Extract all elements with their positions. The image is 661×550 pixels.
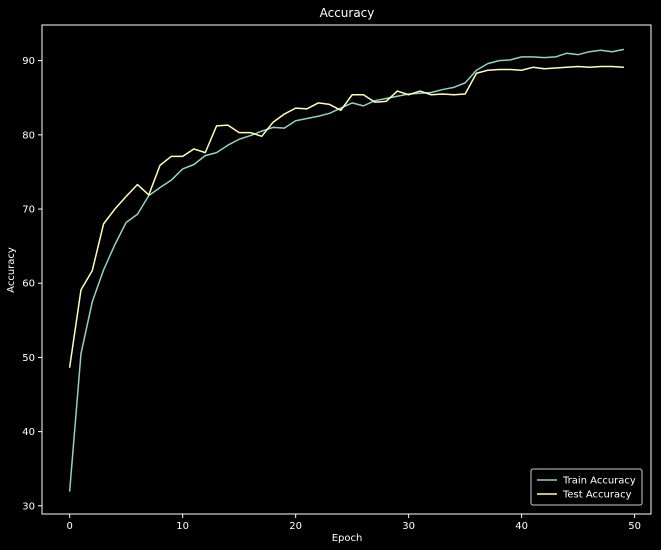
x-axis-label: Epoch bbox=[332, 533, 363, 544]
y-tick-label: 40 bbox=[22, 427, 35, 438]
series-line-train-accuracy bbox=[68, 48, 625, 492]
plot-area bbox=[41, 24, 652, 515]
series-line-test-accuracy bbox=[68, 65, 625, 368]
y-axis-label: Accuracy bbox=[6, 247, 17, 293]
x-tick-label: 10 bbox=[176, 521, 189, 532]
y-axis: 30 40 50 60 70 80 90 bbox=[22, 56, 42, 512]
y-tick-label: 30 bbox=[22, 501, 35, 512]
legend-label-test-accuracy: Test Accuracy bbox=[562, 490, 632, 501]
x-axis: 0 10 20 30 40 50 bbox=[66, 514, 641, 532]
y-tick-label: 90 bbox=[22, 56, 35, 67]
legend-box bbox=[530, 468, 643, 506]
x-tick-label: 0 bbox=[66, 521, 72, 532]
legend: Train Accuracy Test Accuracy bbox=[530, 468, 643, 506]
chart-title: Accuracy bbox=[320, 6, 375, 20]
plot-frame bbox=[41, 24, 652, 515]
x-tick-label: 40 bbox=[515, 521, 528, 532]
y-tick-label: 50 bbox=[22, 353, 35, 364]
legend-label-train-accuracy: Train Accuracy bbox=[562, 476, 636, 487]
y-tick-label: 70 bbox=[22, 205, 35, 216]
y-tick-label: 80 bbox=[22, 130, 35, 141]
y-tick-label: 60 bbox=[22, 279, 35, 290]
x-tick-label: 30 bbox=[402, 521, 415, 532]
x-tick-label: 50 bbox=[628, 521, 641, 532]
x-tick-label: 20 bbox=[289, 521, 302, 532]
